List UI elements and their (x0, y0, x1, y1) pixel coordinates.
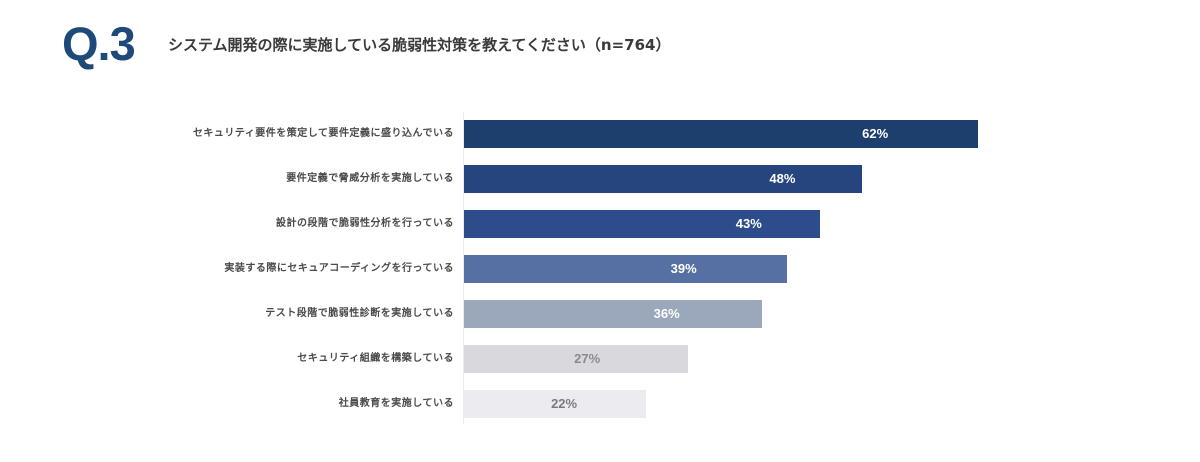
category-label: 実装する際にセキュアコーディングを行っている (224, 263, 454, 274)
category-label: 社員教育を実施している (338, 398, 454, 409)
category-label: セキュリティ要件を策定して要件定義に盛り込んでいる (192, 128, 454, 139)
bar (464, 210, 820, 238)
value-label: 43% (735, 216, 762, 231)
bar-row: セキュリティ要件を策定して要件定義に盛り込んでいる 62% (0, 120, 1200, 148)
bar (464, 255, 787, 283)
value-label: 22% (551, 396, 578, 411)
y-axis-line (463, 112, 464, 424)
value-label: 62% (862, 126, 889, 141)
bar (464, 120, 978, 148)
value-label: 36% (653, 306, 680, 321)
bar-row: 設計の段階で脆弱性分析を行っている 43% (0, 210, 1200, 238)
bar-row: セキュリティ組織を構築している 27% (0, 345, 1200, 373)
category-label: テスト段階で脆弱性診断を実施している (265, 308, 454, 319)
value-label: 27% (574, 351, 601, 366)
category-label: セキュリティ組織を構築している (297, 353, 454, 364)
bar (464, 345, 688, 373)
bar-row: 社員教育を実施している 22% (0, 390, 1200, 418)
bar-row: 実装する際にセキュアコーディングを行っている 39% (0, 255, 1200, 283)
category-label: 設計の段階で脆弱性分析を行っている (276, 218, 454, 229)
bar (464, 300, 762, 328)
bar-row: 要件定義で脅威分析を実施している 48% (0, 165, 1200, 193)
bar (464, 165, 862, 193)
question-title: システム開発の際に実施している脆弱性対策を教えてください（n=764） (168, 36, 671, 54)
value-label: 39% (670, 261, 697, 276)
category-label: 要件定義で脅威分析を実施している (286, 173, 454, 184)
bar (464, 390, 646, 418)
bar-row: テスト段階で脆弱性診断を実施している 36% (0, 300, 1200, 328)
question-number: Q.3 (62, 17, 136, 70)
value-label: 48% (769, 171, 796, 186)
